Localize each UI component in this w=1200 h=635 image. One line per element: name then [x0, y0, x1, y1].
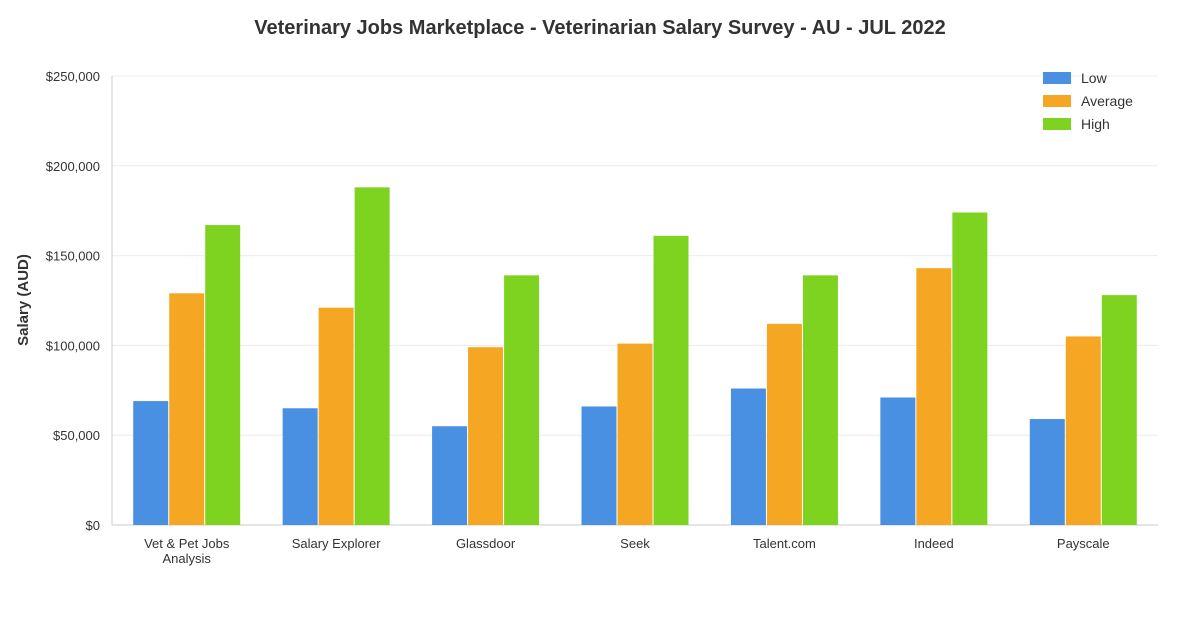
bar-low-6 — [1029, 419, 1065, 525]
y-tick-label: $200,000 — [46, 159, 100, 174]
bar-low-4 — [730, 388, 766, 525]
bar-low-2 — [432, 426, 468, 525]
bar-average-6 — [1065, 336, 1101, 525]
x-tick-label: Seek — [620, 536, 650, 551]
x-tick-label: Payscale — [1057, 536, 1110, 551]
x-tick-label: Salary Explorer — [292, 536, 382, 551]
x-tick-label: Glassdoor — [456, 536, 516, 551]
bar-low-1 — [282, 408, 318, 525]
bar-low-0 — [133, 401, 169, 525]
chart-title: Veterinary Jobs Marketplace - Veterinari… — [254, 17, 945, 39]
bar-high-1 — [354, 187, 390, 526]
y-tick-label: $250,000 — [46, 69, 100, 84]
legend-label-average: Average — [1081, 93, 1133, 109]
bar-average-4 — [766, 323, 802, 525]
x-tick-label: Indeed — [914, 536, 954, 551]
bar-high-6 — [1101, 295, 1137, 525]
x-tick-label: Talent.com — [753, 536, 816, 551]
bar-high-0 — [205, 225, 241, 525]
legend-swatch-average — [1043, 95, 1071, 107]
bar-average-2 — [468, 347, 504, 525]
legend: Low Average High — [1043, 70, 1133, 132]
bar-high-5 — [952, 212, 988, 525]
legend-swatch-high — [1043, 118, 1071, 130]
bar-high-4 — [802, 275, 838, 525]
y-tick-label: $50,000 — [53, 428, 100, 443]
bar-average-5 — [916, 268, 952, 525]
bar-average-0 — [169, 293, 205, 525]
bar-high-2 — [504, 275, 540, 525]
bar-low-3 — [581, 406, 617, 525]
x-tick-label: Analysis — [163, 551, 212, 566]
y-tick-label: $100,000 — [46, 338, 100, 353]
bar-average-1 — [318, 307, 354, 525]
y-tick-label: $150,000 — [46, 249, 100, 264]
bar-average-3 — [617, 343, 653, 525]
y-axis-label: Salary (AUD) — [15, 254, 32, 346]
bar-high-3 — [653, 235, 689, 525]
y-tick-label: $0 — [86, 518, 100, 533]
legend-label-low: Low — [1081, 70, 1108, 86]
legend-swatch-low — [1043, 72, 1071, 84]
legend-label-high: High — [1081, 116, 1110, 132]
bars — [133, 187, 1137, 526]
x-tick-label: Vet & Pet Jobs — [144, 536, 230, 551]
bar-low-5 — [880, 397, 916, 525]
